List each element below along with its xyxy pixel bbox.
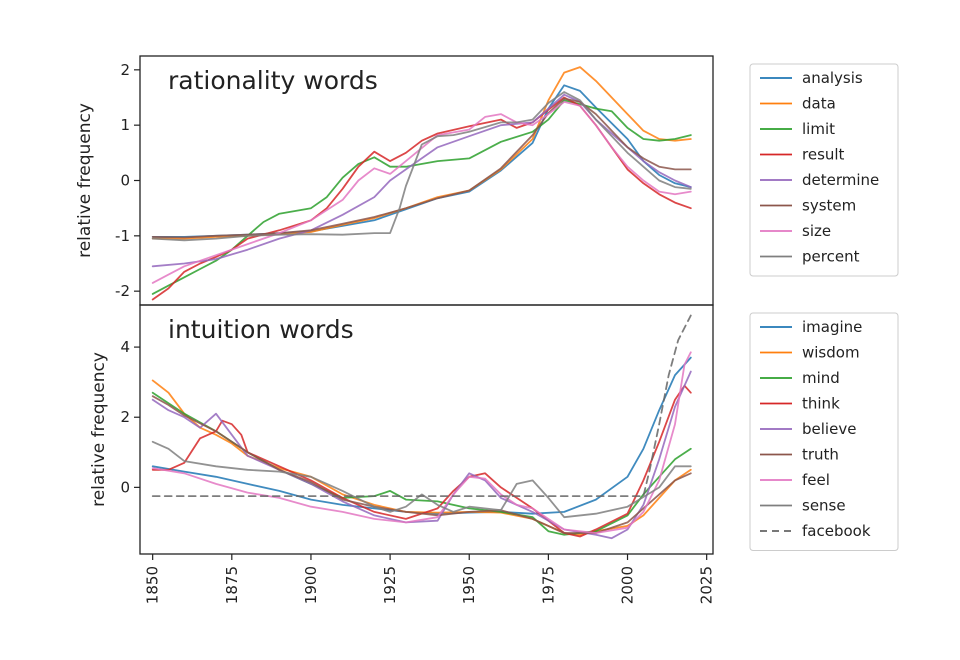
panel-intuition: 0 2 4 relative frequency intuition words 1850… bbox=[89, 304, 899, 604]
series-line-feel bbox=[151, 351, 692, 534]
x-tick-label: 2000 bbox=[619, 566, 637, 604]
panel-rationality: -2 -1 0 1 2 relative frequency rationality wor… bbox=[75, 55, 899, 306]
legend-label-imagine: imagine bbox=[802, 318, 862, 336]
legend-rationality: analysis data limit result determine system si… bbox=[749, 63, 899, 277]
legend-label-system: system bbox=[802, 197, 856, 215]
legend-label-wisdom: wisdom bbox=[802, 344, 860, 362]
y-axis-label: relative frequency bbox=[75, 103, 95, 258]
y-tick-label: 0 bbox=[120, 172, 130, 190]
y-tick-label: 4 bbox=[120, 338, 130, 356]
panel-title: rationality words bbox=[168, 66, 378, 95]
legend-box bbox=[749, 63, 899, 277]
y-axis-label: relative frequency bbox=[89, 352, 109, 507]
legend-label-facebook: facebook bbox=[802, 522, 871, 540]
legend-box bbox=[749, 312, 899, 551]
plot-frame bbox=[139, 304, 714, 555]
series-line-facebook bbox=[151, 314, 692, 497]
x-tick-label: 1950 bbox=[460, 566, 478, 604]
y-tick-label: -2 bbox=[115, 282, 130, 300]
legend-label-truth: truth bbox=[802, 446, 839, 464]
legend-label-mind: mind bbox=[802, 369, 840, 387]
y-tick-label: 2 bbox=[120, 61, 130, 79]
series-group bbox=[151, 66, 692, 301]
series-line-system bbox=[151, 97, 692, 239]
legend-label-believe: believe bbox=[802, 420, 856, 438]
series-line-sense bbox=[151, 440, 692, 519]
y-tick-label: 0 bbox=[120, 478, 130, 496]
series-line-analysis bbox=[151, 84, 692, 238]
legend-label-result: result bbox=[802, 146, 845, 164]
series-line-truth bbox=[151, 395, 692, 534]
panel-title: intuition words bbox=[168, 315, 354, 344]
legend-intuition: imagine wisdom mind think believe truth feel se… bbox=[749, 312, 899, 551]
legend-label-limit: limit bbox=[802, 120, 835, 138]
legend-label-percent: percent bbox=[802, 248, 860, 266]
x-tick-label: 2025 bbox=[698, 566, 716, 604]
x-tick-label: 1925 bbox=[381, 566, 399, 604]
series-line-percent bbox=[151, 91, 692, 242]
x-tick-label: 1975 bbox=[539, 566, 557, 604]
x-tick-label: 1875 bbox=[223, 566, 241, 604]
y-tick-label: -1 bbox=[115, 227, 130, 245]
x-tick-label: 1900 bbox=[302, 566, 320, 604]
series-group bbox=[151, 314, 692, 540]
series-line-size bbox=[151, 101, 692, 284]
x-tick-label: 1850 bbox=[144, 566, 162, 604]
y-tick-label: 1 bbox=[120, 116, 130, 134]
y-tick-label: 2 bbox=[120, 408, 130, 426]
legend-label-think: think bbox=[802, 395, 840, 413]
legend-label-data: data bbox=[802, 95, 836, 113]
legend-label-sense: sense bbox=[802, 497, 846, 515]
legend-label-analysis: analysis bbox=[802, 69, 863, 87]
legend-label-size: size bbox=[802, 222, 831, 240]
legend-label-feel: feel bbox=[802, 471, 830, 489]
series-line-wisdom bbox=[151, 379, 692, 536]
legend-label-determine: determine bbox=[802, 171, 879, 189]
